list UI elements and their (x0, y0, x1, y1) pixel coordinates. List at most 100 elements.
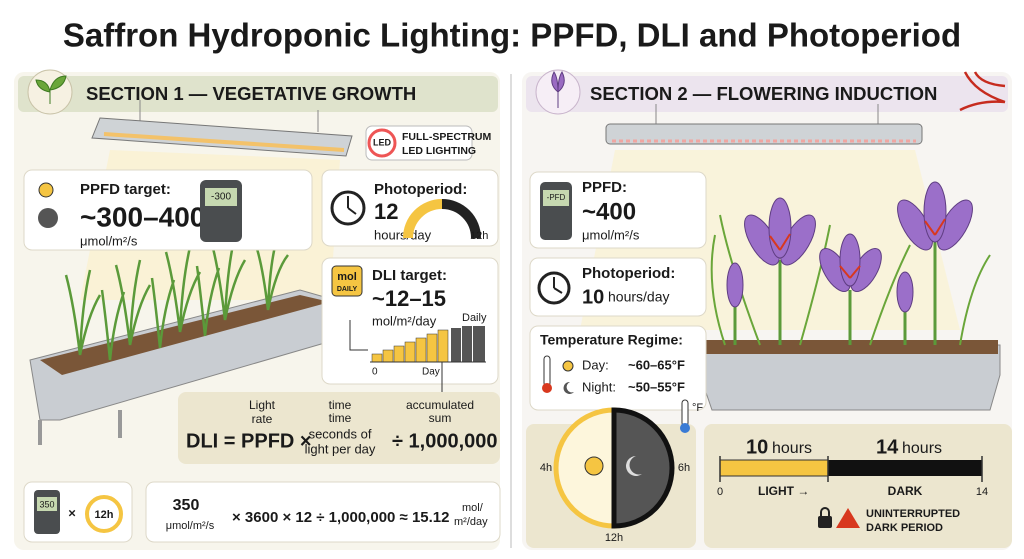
led-fixture (605, 123, 923, 145)
photoperiod-card (321, 169, 499, 247)
dli-unit: mol/m²/day (372, 313, 437, 328)
warning-icon (836, 508, 860, 528)
cumulative-bars (371, 326, 485, 363)
ppfd-unit: μmol/m²/s (582, 227, 640, 242)
warning-text: UNINTERRUPTED (866, 508, 960, 520)
meter-screen (543, 190, 569, 206)
dli-value: ~12–15 (372, 286, 446, 311)
thermometer-bulb (680, 423, 690, 433)
meter-screen (37, 497, 57, 511)
ppfd-card (529, 171, 707, 249)
dark-label: DARK (888, 484, 923, 498)
thermometer (543, 355, 551, 387)
dial-dark (441, 199, 481, 239)
chart-axis-label: Day (422, 367, 440, 378)
led-badge: LED (373, 137, 392, 147)
ppfd-unit: μmol/m²/s (80, 233, 138, 248)
tray-legs (38, 410, 122, 445)
mol-icon (331, 265, 363, 297)
formula-note: sum (429, 411, 452, 425)
ppfd-label: PPFD: (582, 179, 627, 196)
day-value: ~60–65°F (628, 357, 685, 372)
timeline-start: 0 (717, 486, 723, 498)
light-bar (719, 459, 829, 477)
photoperiod-unit: hours/day (608, 289, 669, 305)
photoperiod-value: 10 (582, 286, 604, 308)
stopwatch-hands (347, 196, 357, 215)
sprout (35, 75, 67, 104)
photoperiod-card (529, 257, 707, 317)
photoperiod-value: 12 (374, 199, 398, 224)
example-card (145, 481, 501, 543)
dial-label: 12h (605, 532, 623, 544)
dark-bar (828, 460, 982, 476)
formula-lhs: DLI = PPFD × (186, 430, 312, 452)
dark-value: 14 (876, 436, 899, 458)
saffron-threads (959, 71, 1006, 112)
example-unit: m²/day (454, 516, 488, 528)
example-ppfd: 350 (173, 497, 200, 514)
clock (85, 495, 123, 533)
photoperiod-label: Photoperiod: (582, 265, 675, 282)
dial-label: 6h (678, 462, 690, 474)
example-unit: mol/ (462, 502, 484, 514)
sun-icon (562, 360, 574, 372)
light-unit: hours (772, 440, 812, 457)
dial-label: 12h (470, 230, 488, 242)
thermometer (681, 399, 689, 427)
photoperiod-label: Photoperiod: (374, 181, 467, 198)
temperature-label: Temperature Regime: (540, 332, 683, 348)
night-value: ~50–55°F (628, 379, 685, 394)
meter (34, 490, 60, 534)
chart-label: Daily (462, 312, 487, 324)
timeline-end: 14 (976, 486, 988, 498)
led-label: FULL-SPECTRUM (402, 131, 491, 143)
sensor-icon (38, 208, 58, 228)
plants (64, 234, 289, 361)
dial-dark (611, 407, 675, 529)
ppfd-label: PPFD target: (80, 181, 171, 198)
formula-rhs: ÷ 1,000,000 (392, 430, 498, 452)
meter-reading: 350 (39, 499, 54, 509)
timeline-card (704, 424, 1012, 548)
night-label: Night: (582, 379, 616, 394)
photoperiod-unit: hours/day (374, 227, 432, 242)
chart-axis (349, 320, 486, 363)
dli-label: DLI target: (372, 267, 447, 284)
crocus (551, 71, 565, 108)
thermometer-bulb (542, 383, 552, 393)
sun-icon (584, 456, 604, 476)
section-heading: SECTION 2 — FLOWERING INDUCTION (590, 83, 937, 104)
chart-start: 0 (372, 367, 378, 378)
formula-note: accumulated (406, 398, 474, 412)
section-heading: SECTION 1 — VEGETATIVE GROWTH (86, 83, 416, 104)
led-label: LED LIGHTING (402, 145, 476, 157)
clock-label: 12h (95, 509, 114, 521)
page-title: Saffron Hydroponic Lighting: PPFD, DLI a… (63, 17, 961, 54)
heading-band (18, 76, 498, 112)
tray (699, 344, 1001, 411)
dial-light (403, 199, 443, 239)
led-badge-ring (367, 128, 397, 158)
formula-middle: light per day (305, 441, 376, 456)
heading-band (526, 76, 1008, 112)
timeline-ticks (719, 456, 983, 482)
temperature-unit: °F (692, 402, 703, 414)
formula-card (178, 392, 500, 464)
lock-shackle (820, 507, 830, 516)
formula-note: Light (249, 398, 276, 412)
meter-reading: -PFD (547, 193, 566, 202)
light-label: LIGHT → (758, 484, 809, 498)
soil (702, 340, 998, 354)
ppfd-value: ~400 (582, 198, 636, 225)
mol-icon-text: mol (337, 271, 357, 283)
moon-icon (626, 456, 642, 476)
times: × (68, 505, 76, 520)
meter-screen (205, 188, 237, 206)
formula-note: rate (252, 412, 273, 426)
formula-middle: seconds of (309, 426, 372, 441)
flowers (710, 181, 991, 346)
sun-icon (38, 182, 54, 198)
